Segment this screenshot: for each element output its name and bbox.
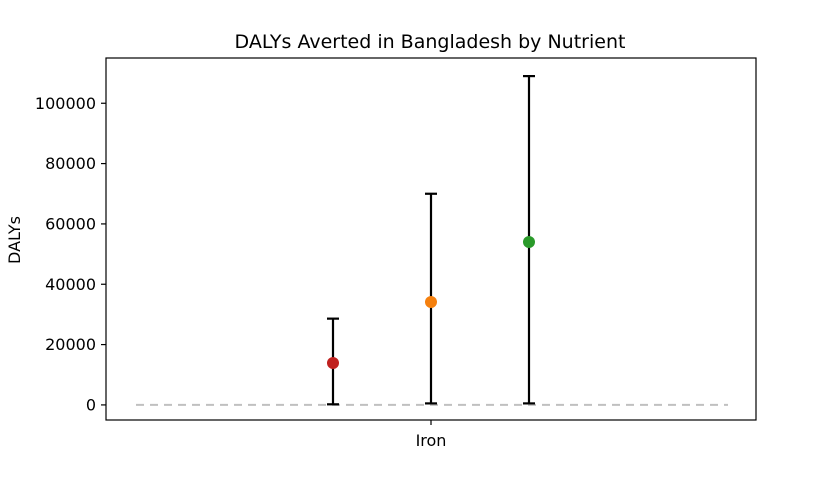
y-tick-label: 100000 xyxy=(35,94,96,113)
y-axis: 0 20000 40000 60000 80000 100000 xyxy=(35,94,106,414)
plot-marks xyxy=(136,74,728,406)
y-tick-label: 20000 xyxy=(45,335,96,354)
x-axis: Iron xyxy=(416,420,447,450)
y-tick-label: 0 xyxy=(86,395,96,414)
data-point xyxy=(425,296,437,309)
data-point xyxy=(523,236,535,249)
y-axis-label: DALYs xyxy=(5,216,24,264)
chart-title: DALYs Averted in Bangladesh by Nutrient xyxy=(235,31,626,53)
y-tick-label: 40000 xyxy=(45,275,96,294)
data-point xyxy=(327,356,339,369)
y-tick-label: 60000 xyxy=(45,214,96,233)
y-tick-label: 80000 xyxy=(45,154,96,173)
x-tick-label: Iron xyxy=(416,431,447,450)
